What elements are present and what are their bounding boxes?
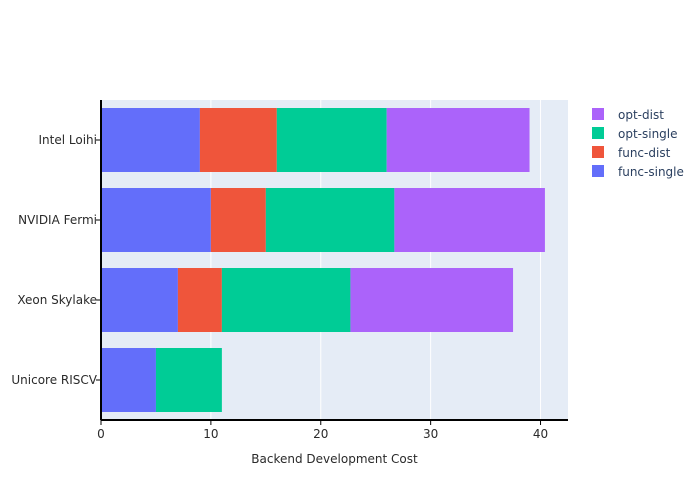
bar-func-single-nvidia-fermi[interactable] [101,188,211,252]
legend-swatch [592,165,604,177]
x-axis-title: Backend Development Cost [251,452,418,466]
bar-opt-dist-xeon-skylake[interactable] [350,268,514,332]
bar-func-dist-intel-loihi[interactable] [199,108,277,172]
legend[interactable]: opt-dist opt-single func-dist func-single [592,108,684,179]
legend-swatch [592,146,604,158]
legend-item-func-dist[interactable]: func-dist [592,146,671,160]
x-tick-label: 40 [533,427,548,441]
legend-item-opt-single[interactable]: opt-single [592,127,678,141]
x-tick-label: 20 [313,427,328,441]
legend-swatch [592,127,604,139]
legend-item-opt-dist[interactable]: opt-dist [592,108,664,122]
bar-func-single-xeon-skylake[interactable] [101,268,178,332]
x-tick-label: 30 [423,427,438,441]
x-tick-label: 0 [97,427,105,441]
bar-opt-dist-intel-loihi[interactable] [386,108,530,172]
bar-func-single-intel-loihi[interactable] [101,108,200,172]
bar-opt-single-nvidia-fermi[interactable] [265,188,395,252]
legend-label: opt-single [618,127,678,141]
y-tick-label: NVIDIA Fermi [18,213,97,227]
legend-label: opt-dist [618,108,664,122]
x-tick-label: 10 [203,427,218,441]
y-tick-label: Unicore RISCV [11,373,97,387]
bar-opt-single-xeon-skylake[interactable] [221,268,351,332]
bar-opt-single-intel-loihi[interactable] [276,108,387,172]
axes [96,100,568,425]
bar-func-single-unicore-riscv[interactable] [101,348,156,412]
bar-func-dist-xeon-skylake[interactable] [177,268,222,332]
bar-func-dist-nvidia-fermi[interactable] [210,188,266,252]
legend-item-func-single[interactable]: func-single [592,165,684,179]
legend-label: func-single [618,165,684,179]
y-tick-label: Xeon Skylake [17,293,97,307]
y-tick-label: Intel Loihi [39,133,97,147]
y-tick-labels: Intel Loihi NVIDIA Fermi Xeon Skylake Unico… [11,133,97,387]
bar-opt-single-unicore-riscv[interactable] [155,348,222,412]
bars [101,108,545,412]
bar-opt-dist-nvidia-fermi[interactable] [394,188,545,252]
x-tick-labels: 0 10 20 30 40 [97,427,548,441]
legend-label: func-dist [618,146,671,160]
legend-swatch [592,108,604,120]
